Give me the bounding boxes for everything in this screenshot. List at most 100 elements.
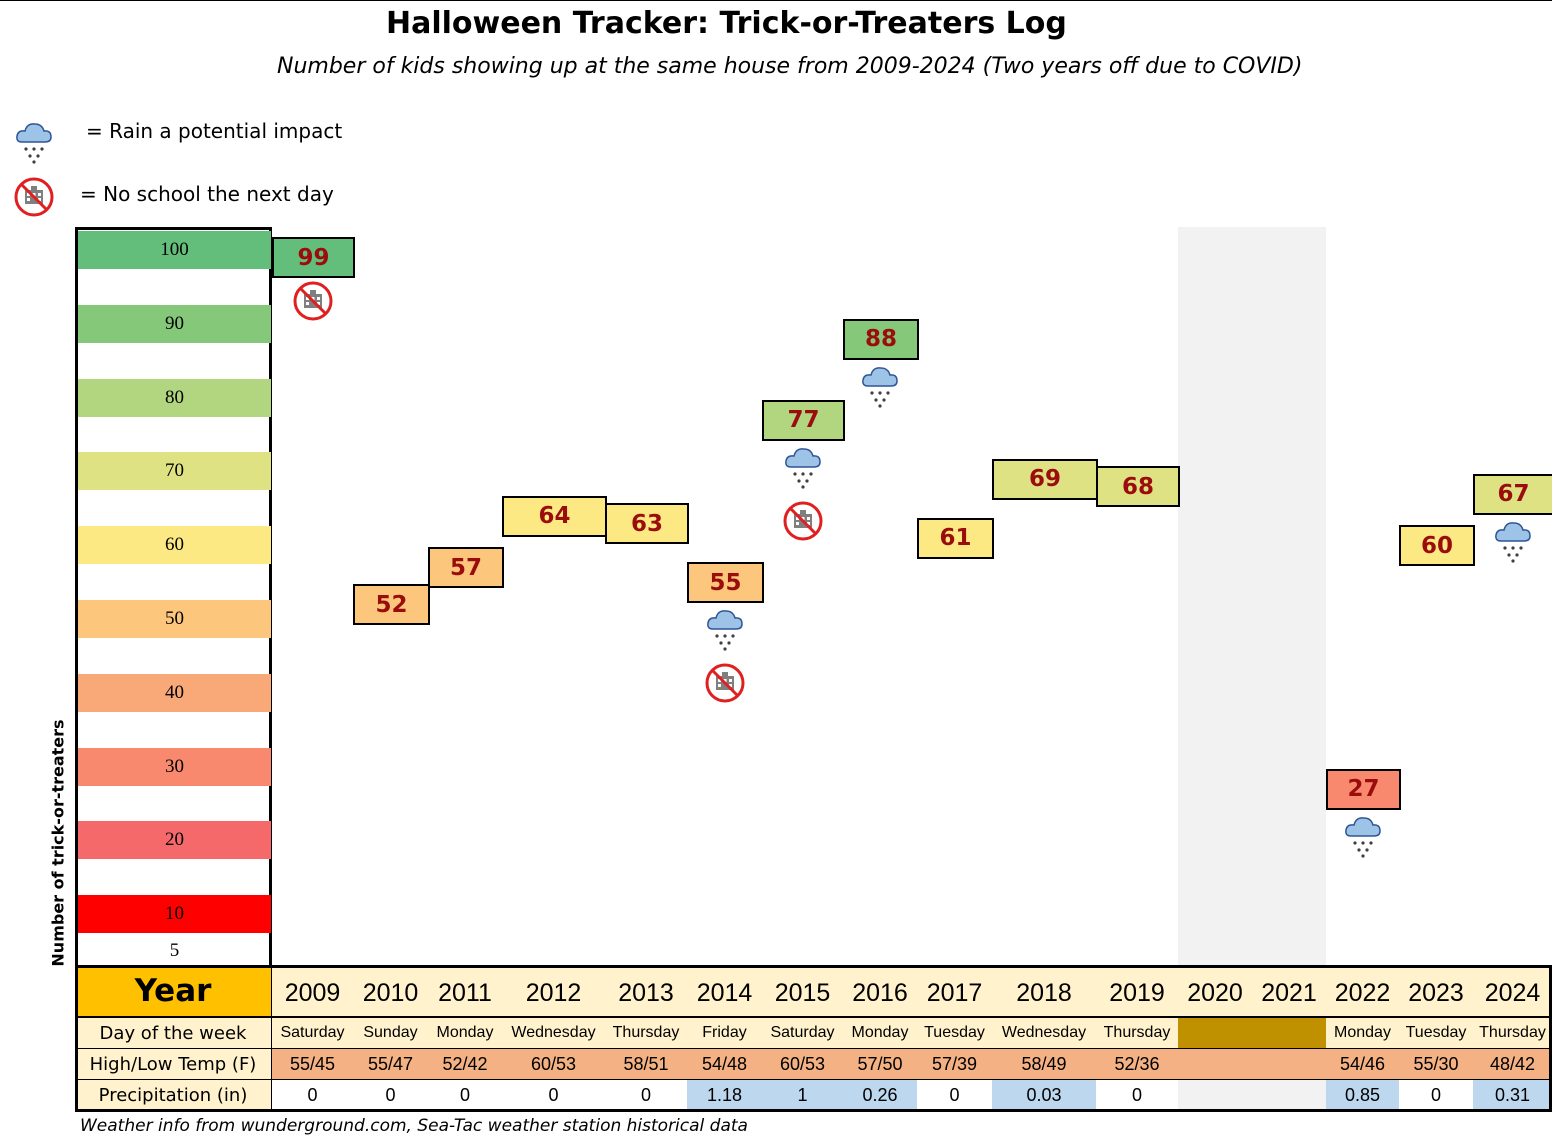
no-school-icon [704,662,746,709]
year-cell-2013: 2013 [605,965,688,1018]
year-cell-2022: 2022 [1326,965,1400,1018]
rain-cloud-icon [1492,517,1534,568]
day-cell-2024: Thursday [1473,1018,1552,1049]
year-cell-2009: 2009 [272,965,354,1018]
value-cell-2017: 61 [917,517,994,559]
scale-band-5: 5 [169,940,180,961]
year-cell-2012: 2012 [502,965,606,1018]
day-cell-2020 [1178,1018,1253,1049]
temp-cell-2023: 55/30 [1399,1049,1474,1080]
row-header-precip: Precipitation (in) [75,1080,273,1112]
temp-cell-2010: 55/47 [353,1049,429,1080]
scale-band-10: 10 [78,895,271,934]
year-cell-2023: 2023 [1399,965,1474,1018]
precip-cell-2023: 0 [1399,1080,1474,1112]
day-cell-2016: Monday [843,1018,918,1049]
precip-cell-2018: 0.03 [992,1080,1097,1112]
value-cell-2022: 27 [1326,768,1401,810]
value-cell-2010: 52 [353,584,430,626]
year-cell-2014: 2014 [687,965,763,1018]
precip-cell-2021 [1252,1080,1327,1112]
day-cell-2013: Thursday [605,1018,688,1049]
legend-no-school-text: = No school the next day [80,182,334,206]
precip-cell-2020 [1178,1080,1253,1112]
year-cell-2011: 2011 [428,965,503,1018]
year-cell-2019: 2019 [1096,965,1179,1018]
year-cell-2021: 2021 [1252,965,1327,1018]
precip-cell-2013: 0 [605,1080,688,1112]
value-cell-2019: 68 [1096,466,1180,508]
value-cell-2018: 69 [992,458,1098,500]
scale-column [75,227,272,967]
scale-band-40: 40 [78,673,271,712]
temp-cell-2021 [1252,1049,1327,1080]
scale-band-80: 80 [78,378,271,417]
value-cell-2011: 57 [428,547,504,589]
legend-rain-text: = Rain a potential impact [86,119,343,143]
year-cell-2020: 2020 [1178,965,1253,1018]
temp-cell-2012: 60/53 [502,1049,606,1080]
scale-band-20: 20 [78,821,271,860]
rain-cloud-icon [14,118,54,169]
temp-cell-2015: 60/53 [762,1049,844,1080]
value-cell-2016: 88 [843,318,919,360]
day-cell-2019: Thursday [1096,1018,1179,1049]
precip-cell-2014: 1.18 [687,1080,763,1112]
precip-cell-2024: 0.31 [1473,1080,1552,1112]
temp-cell-2016: 57/50 [843,1049,918,1080]
source-note: Weather info from wunderground.com, Sea-… [80,1116,748,1136]
precip-cell-2011: 0 [428,1080,503,1112]
row-header-year: Year [75,965,273,1018]
value-cell-2024: 67 [1473,473,1552,515]
precip-cell-2019: 0 [1096,1080,1179,1112]
day-cell-2009: Saturday [272,1018,354,1049]
temp-cell-2019: 52/36 [1096,1049,1179,1080]
covid-gap-column [1178,227,1326,965]
scale-band-50: 50 [78,600,271,638]
year-cell-2024: 2024 [1473,965,1552,1018]
day-cell-2015: Saturday [762,1018,844,1049]
precip-cell-2012: 0 [502,1080,606,1112]
day-cell-2010: Sunday [353,1018,429,1049]
temp-cell-2018: 58/49 [992,1049,1097,1080]
day-cell-2017: Tuesday [917,1018,993,1049]
temp-cell-2022: 54/46 [1326,1049,1400,1080]
precip-cell-2009: 0 [272,1080,354,1112]
row-header-day: Day of the week [75,1018,273,1049]
row-header-temp: High/Low Temp (F) [75,1049,273,1080]
day-cell-2012: Wednesday [502,1018,606,1049]
scale-band-100: 100 [78,231,271,269]
year-cell-2016: 2016 [843,965,918,1018]
temp-cell-2017: 57/39 [917,1049,993,1080]
value-cell-2013: 63 [605,503,689,545]
no-school-icon [292,280,334,327]
value-cell-2014: 55 [687,562,764,604]
value-cell-2023: 60 [1399,525,1475,567]
scale-band-70: 70 [78,452,271,491]
chart-subtitle: Number of kids showing up at the same ho… [277,54,1303,79]
year-cell-2018: 2018 [992,965,1097,1018]
day-cell-2022: Monday [1326,1018,1400,1049]
value-cell-2009: 99 [272,237,355,279]
value-cell-2012: 64 [502,495,607,537]
day-cell-2011: Monday [428,1018,503,1049]
day-cell-2014: Friday [687,1018,763,1049]
scale-band-60: 60 [78,526,271,565]
year-cell-2017: 2017 [917,965,993,1018]
temp-cell-2009: 55/45 [272,1049,354,1080]
temp-cell-2014: 54/48 [687,1049,763,1080]
day-cell-2021 [1252,1018,1327,1049]
value-cell-2015: 77 [762,399,845,441]
no-school-icon [13,176,55,223]
year-cell-2010: 2010 [353,965,429,1018]
y-axis-label: Number of trick-or-treaters [48,719,68,967]
precip-cell-2010: 0 [353,1080,429,1112]
precip-cell-2017: 0 [917,1080,993,1112]
precip-cell-2022: 0.85 [1326,1080,1400,1112]
scale-band-30: 30 [78,747,271,786]
year-cell-2015: 2015 [762,965,844,1018]
chart-title: Halloween Tracker: Trick-or-Treaters Log [386,6,1067,41]
rain-cloud-icon [1342,812,1384,863]
rain-cloud-icon [704,605,746,656]
temp-cell-2024: 48/42 [1473,1049,1552,1080]
